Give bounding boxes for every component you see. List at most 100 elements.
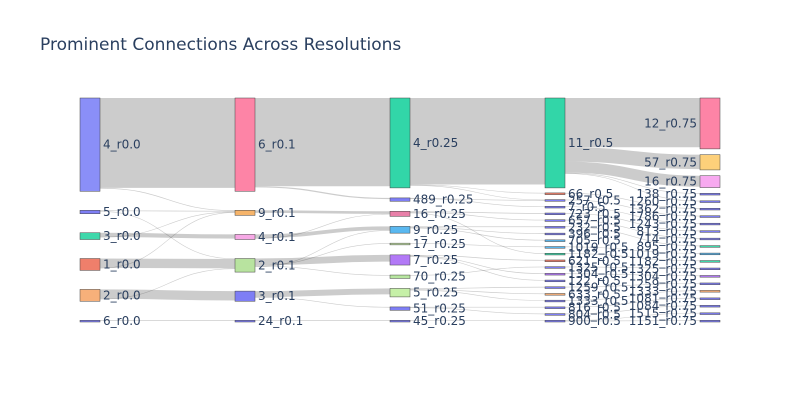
node-7_r0.25[interactable] — [389, 254, 411, 266]
link-1_r0.0-to-9_r0.1[interactable] — [99, 212, 236, 269]
link-16_r0.25-to-1182_r0.5[interactable] — [409, 212, 546, 254]
node-1325_r0.75[interactable] — [699, 267, 721, 270]
node-1019_r0.5[interactable] — [544, 246, 566, 249]
link-1019_r0.5-to-1019_r0.75[interactable] — [564, 246, 701, 254]
link-5_r0.0-to-9_r0.1[interactable] — [99, 210, 236, 212]
node-138_r0.75[interactable] — [699, 193, 721, 196]
node-1304_r0.75[interactable] — [699, 275, 721, 278]
link-3_r0.0-to-9_r0.1[interactable] — [99, 211, 236, 238]
link-66_r0.5-to-1362_r0.75[interactable] — [564, 192, 701, 209]
node-9_r0.25[interactable] — [389, 226, 411, 234]
link-7_r0.25-to-122_r0.5[interactable] — [409, 256, 546, 281]
node-1325_r0.5[interactable] — [544, 266, 566, 269]
node-5_r0.0[interactable] — [79, 210, 101, 214]
node-723_r0.5[interactable] — [544, 212, 566, 215]
link-5_r0.25-to-1259_r0.5[interactable] — [409, 286, 546, 290]
link-16_r0.25-to-657_r0.5[interactable] — [409, 211, 546, 221]
node-16_r0.25[interactable] — [389, 211, 411, 217]
node-895_r0.75[interactable] — [699, 245, 721, 248]
node-705_r0.5[interactable] — [544, 239, 566, 242]
node-1259_r0.75[interactable] — [699, 282, 721, 285]
node-1182_r0.5[interactable] — [544, 253, 566, 256]
node-257_r0.5[interactable] — [544, 199, 566, 202]
node-4_r0.25[interactable] — [389, 97, 411, 189]
node-1_r0.0[interactable] — [79, 258, 101, 271]
link-657_r0.5-to-714_r0.75[interactable] — [564, 219, 701, 239]
node-51_r0.25[interactable] — [389, 306, 411, 311]
link-257_r0.5-to-1786_r0.75[interactable] — [564, 199, 701, 217]
node-1260_r0.75[interactable] — [699, 200, 721, 203]
link-4_r0.1-to-9_r0.25[interactable] — [254, 226, 391, 239]
link-232_r0.5-to-895_r0.75[interactable] — [564, 226, 701, 247]
link-7_r0.25-to-621_r0.5[interactable] — [409, 254, 546, 261]
node-1786_r0.75[interactable] — [699, 215, 721, 218]
node-9_r0.1[interactable] — [234, 210, 256, 216]
node-4_r0.1[interactable] — [234, 234, 256, 240]
link-51_r0.25-to-804_r0.5[interactable] — [409, 307, 546, 315]
node-17_r0.25[interactable] — [389, 242, 411, 246]
link-9_r0.1-to-16_r0.25[interactable] — [254, 210, 391, 214]
link-9_r0.25-to-705_r0.5[interactable] — [409, 227, 546, 241]
node-12_r0.75[interactable] — [699, 97, 721, 150]
link-5_r0.25-to-1333_r0.5[interactable] — [409, 289, 546, 301]
node-813_r0.75[interactable] — [699, 230, 721, 233]
link-489_r0.25-to-257_r0.5[interactable] — [409, 198, 546, 201]
link-723_r0.5-to-813_r0.75[interactable] — [564, 213, 701, 232]
node-1081_r0.75[interactable] — [699, 297, 721, 300]
link-2_r0.1-to-9_r0.25[interactable] — [254, 230, 391, 267]
link-1259_r0.5-to-1259_r0.75[interactable] — [564, 282, 701, 288]
link-489_r0.25-to-7_r0.5[interactable] — [409, 197, 546, 207]
link-1333_r0.5-to-1333_r0.75[interactable] — [564, 290, 701, 301]
link-11_r0.5-to-57_r0.75[interactable] — [564, 147, 701, 170]
node-1333_r0.5[interactable] — [544, 299, 566, 303]
node-1362_r0.75[interactable] — [699, 208, 721, 211]
node-6_r0.0[interactable] — [79, 320, 101, 323]
node-1333_r0.75[interactable] — [699, 290, 721, 293]
link-3_r0.1-to-5_r0.25[interactable] — [254, 288, 391, 298]
node-2_r0.0[interactable] — [79, 289, 101, 302]
link-5_r0.0-to-2_r0.1[interactable] — [99, 210, 236, 260]
node-804_r0.5[interactable] — [544, 313, 566, 316]
link-1304_r0.5-to-1304_r0.75[interactable] — [564, 273, 701, 277]
link-70_r0.25-to-1325_r0.5[interactable] — [409, 266, 546, 276]
node-816_r0.5[interactable] — [544, 306, 566, 309]
node-1182_r0.75[interactable] — [699, 260, 721, 263]
node-11_r0.5[interactable] — [544, 97, 566, 189]
node-396_r0.5[interactable] — [544, 232, 566, 236]
node-1019_r0.75[interactable] — [699, 252, 721, 256]
link-900_r0.5-to-1515_r0.75[interactable] — [564, 312, 701, 321]
node-66_r0.5[interactable] — [544, 192, 566, 195]
link-2_r0.1-to-7_r0.25[interactable] — [254, 254, 391, 266]
link-4_r0.25-to-257_r0.5[interactable] — [409, 185, 546, 201]
node-633_r0.5[interactable] — [544, 293, 566, 296]
link-804_r0.5-to-1084_r0.75[interactable] — [564, 305, 701, 315]
node-1151_r0.75[interactable] — [699, 320, 721, 323]
node-657_r0.5[interactable] — [544, 219, 566, 222]
link-2_r0.1-to-70_r0.25[interactable] — [254, 265, 391, 276]
node-1243_r0.75[interactable] — [699, 222, 721, 226]
link-4_r0.1-to-16_r0.25[interactable] — [254, 213, 391, 239]
link-3_r0.0-to-4_r0.1[interactable] — [99, 232, 236, 239]
link-4_r0.0-to-9_r0.1[interactable] — [99, 187, 236, 211]
node-900_r0.5[interactable] — [544, 320, 566, 323]
link-16_r0.25-to-723_r0.5[interactable] — [409, 211, 546, 214]
link-1325_r0.5-to-1325_r0.75[interactable] — [564, 266, 701, 269]
link-3_r0.1-to-51_r0.25[interactable] — [254, 297, 391, 308]
node-70_r0.25[interactable] — [389, 274, 411, 279]
node-1304_r0.5[interactable] — [544, 273, 566, 276]
node-1084_r0.75[interactable] — [699, 305, 721, 308]
node-7_r0.5[interactable] — [544, 206, 566, 209]
link-2_r0.1-to-17_r0.25[interactable] — [254, 243, 391, 266]
node-2_r0.1[interactable] — [234, 258, 256, 273]
link-9_r0.25-to-396_r0.5[interactable] — [409, 227, 546, 234]
node-714_r0.75[interactable] — [699, 237, 721, 241]
node-3_r0.0[interactable] — [79, 232, 101, 240]
node-5_r0.25[interactable] — [389, 288, 411, 298]
node-489_r0.25[interactable] — [389, 197, 411, 202]
link-6_r0.1-to-489_r0.25[interactable] — [254, 186, 391, 200]
node-1515_r0.75[interactable] — [699, 312, 721, 315]
link-2_r0.0-to-2_r0.1[interactable] — [99, 268, 236, 300]
node-45_r0.25[interactable] — [389, 320, 411, 323]
link-17_r0.25-to-1019_r0.5[interactable] — [409, 243, 546, 248]
link-11_r0.5-to-1260_r0.75[interactable] — [564, 173, 701, 202]
